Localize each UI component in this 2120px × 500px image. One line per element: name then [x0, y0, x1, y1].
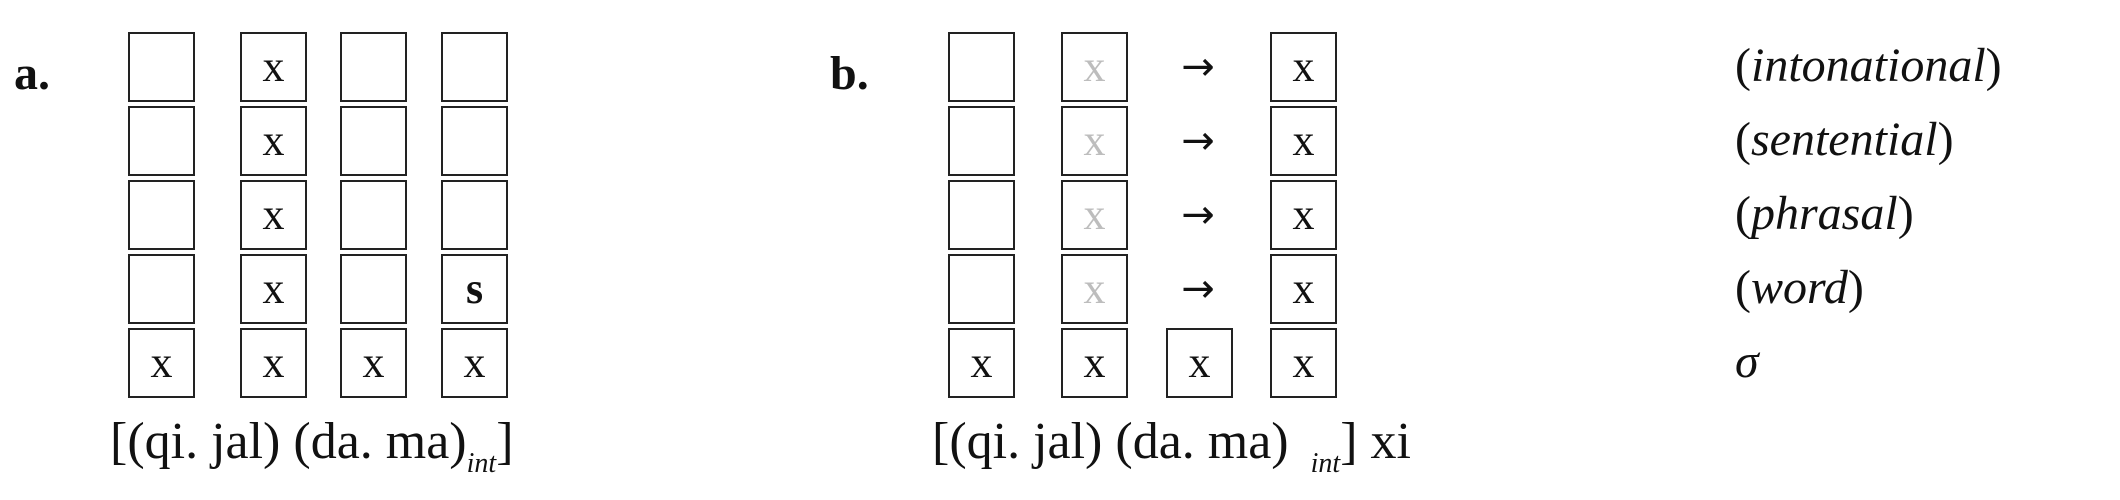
grid-a-cell: s — [441, 254, 508, 324]
grid-b-cell: x — [1166, 328, 1233, 398]
syllable-string-b: [(qi. jal) (da. ma) int] xi — [932, 416, 1411, 478]
bracket-close: ] — [496, 413, 514, 470]
subscript-int: int — [1310, 448, 1341, 479]
subscript-int: int — [466, 448, 497, 479]
grid-a-cell — [340, 106, 407, 176]
grid-b-cell: x — [1270, 32, 1337, 102]
grid-a-cell: x — [240, 32, 307, 102]
level-label-sentential: (sentential) — [1735, 113, 1954, 166]
grid-a-cell — [128, 32, 195, 102]
grid-b-cell-faded: x — [1061, 180, 1128, 250]
grid-a-cell: x — [240, 328, 307, 398]
grid-a-cell — [441, 180, 508, 250]
grid-b-cell: x — [948, 328, 1015, 398]
grid-a-cell: x — [340, 328, 407, 398]
grid-b-cell — [948, 180, 1015, 250]
arrow-icon: → — [1181, 118, 1215, 164]
panel-b-label: b. — [830, 47, 869, 100]
grid-a-cell — [441, 106, 508, 176]
grid-a-cell: x — [128, 328, 195, 398]
grid-a-cell — [441, 32, 508, 102]
grid-b-cell-faded: x — [1061, 106, 1128, 176]
grid-b-cell-faded: x — [1061, 254, 1128, 324]
grid-a-cell — [128, 106, 195, 176]
bracket-text: [(qi. jal) (da. ma) — [932, 413, 1289, 470]
grid-a-cell — [340, 254, 407, 324]
grid-a-cell: x — [441, 328, 508, 398]
grid-b-cell — [948, 106, 1015, 176]
grid-a-cell — [340, 180, 407, 250]
grid-b-cell: x — [1270, 328, 1337, 398]
arrow-icon: → — [1181, 44, 1215, 90]
grid-a-cell — [340, 32, 407, 102]
level-label-syllable: σ — [1735, 335, 1759, 388]
grid-a-cell — [128, 180, 195, 250]
grid-b-cell — [948, 254, 1015, 324]
grid-b-cell — [948, 32, 1015, 102]
level-label-phrasal: (phrasal) — [1735, 187, 1914, 240]
bracket-text: [(qi. jal) (da. ma) — [110, 413, 467, 470]
syllable-string-a: [(qi. jal) (da. ma)int] — [110, 416, 514, 478]
bracket-close: ] xi — [1340, 413, 1411, 470]
grid-a-cell: x — [240, 106, 307, 176]
arrow-icon: → — [1181, 266, 1215, 312]
level-label-intonational: (intonational) — [1735, 39, 2002, 92]
level-label-word: (word) — [1735, 261, 1864, 314]
grid-b-cell: x — [1270, 254, 1337, 324]
grid-b-cell-faded: x — [1061, 32, 1128, 102]
grid-a-cell: x — [240, 254, 307, 324]
arrow-icon: → — [1181, 192, 1215, 238]
grid-a-cell — [128, 254, 195, 324]
panel-a-label: a. — [14, 47, 50, 100]
grid-a-cell: x — [240, 180, 307, 250]
grid-b-cell: x — [1270, 106, 1337, 176]
grid-b-cell: x — [1061, 328, 1128, 398]
grid-b-cell: x — [1270, 180, 1337, 250]
